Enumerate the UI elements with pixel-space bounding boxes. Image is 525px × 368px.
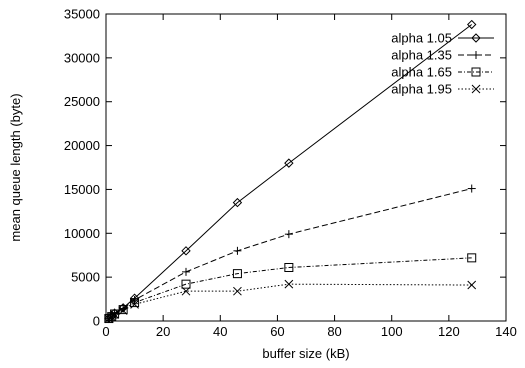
series-line: [108, 188, 472, 319]
data-point: [107, 312, 117, 322]
data-point: [110, 310, 119, 319]
y-tick-label: 30000: [64, 50, 100, 65]
data-point: [284, 230, 293, 239]
y-tick-label: 25000: [64, 94, 100, 109]
data-point: [467, 19, 477, 30]
x-axis-label: buffer size (kB): [262, 346, 349, 361]
data-point: [232, 197, 243, 208]
x-tick-label: 20: [156, 324, 170, 339]
y-axis-label: mean queue length (byte): [8, 93, 23, 241]
y-tick-label: 20000: [64, 138, 100, 153]
x-tick-label: 40: [213, 324, 227, 339]
legend-marker: [471, 84, 481, 94]
x-tick-label: 100: [381, 324, 403, 339]
axis-ticks: 0 20 40 60 80 100 120 140 0 5000 10000 15000 20000 25…: [64, 7, 517, 340]
data-point: [284, 158, 294, 168]
data-point: [130, 298, 140, 308]
legend-label: alpha 1.35: [391, 48, 452, 63]
series-2: [104, 253, 477, 324]
y-tick-label: 15000: [64, 182, 100, 197]
legend-marker: [472, 51, 480, 59]
data-point: [182, 267, 190, 276]
legend-marker: [471, 33, 481, 43]
legend-marker: [471, 67, 481, 77]
data-point: [181, 279, 191, 289]
data-point: [181, 246, 191, 256]
x-tick-label: 140: [495, 324, 517, 339]
data-point: [284, 262, 294, 272]
data-point: [118, 305, 128, 315]
data-point: [110, 309, 120, 319]
series-3: [104, 279, 477, 324]
data-point: [104, 314, 114, 324]
y-tick-label: 35000: [64, 7, 100, 22]
series-line: [108, 283, 472, 320]
data-point: [118, 306, 128, 315]
data-point: [233, 286, 242, 296]
x-tick-label: 60: [270, 324, 284, 339]
data-point: [232, 269, 242, 279]
data-point: [233, 246, 242, 255]
legend: alpha 1.05 alpha 1.35 alpha 1.65 alpha 1.95: [391, 31, 494, 97]
data-point: [181, 286, 191, 296]
data-point: [130, 299, 139, 309]
series-line: [108, 257, 472, 319]
data-point: [467, 184, 476, 193]
y-tick-label: 5000: [71, 270, 100, 285]
series-group: [104, 19, 477, 324]
legend-label: alpha 1.95: [391, 82, 452, 97]
x-tick-label: 120: [438, 324, 460, 339]
data-point: [284, 279, 294, 289]
plot-frame: [105, 13, 507, 322]
series-1: [104, 184, 476, 323]
y-tick-label: 10000: [64, 226, 100, 241]
data-point: [467, 280, 477, 290]
data-point: [467, 253, 477, 263]
x-tick-label: 80: [327, 324, 341, 339]
y-tick-label: 0: [93, 314, 100, 329]
x-tick-label: 0: [102, 324, 109, 339]
legend-label: alpha 1.65: [391, 65, 452, 80]
legend-label: alpha 1.05: [391, 31, 452, 46]
